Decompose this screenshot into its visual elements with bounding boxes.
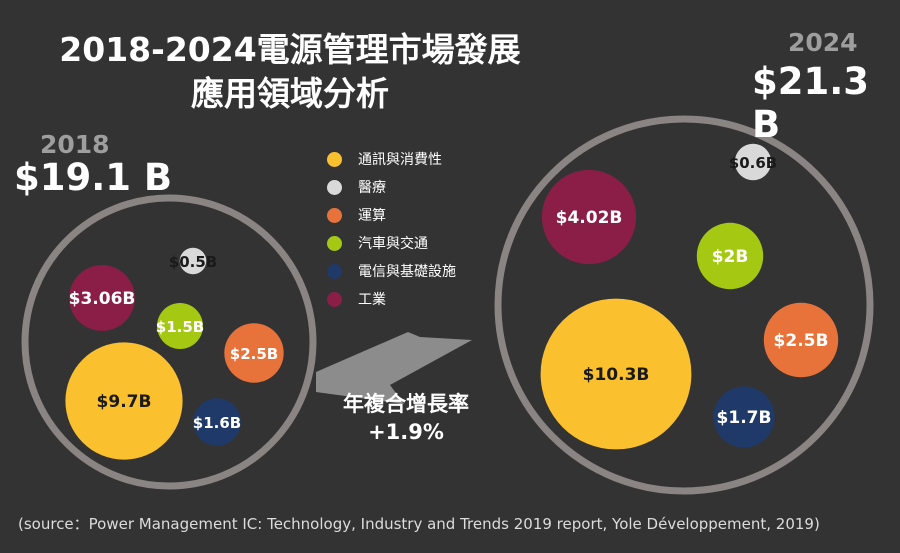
bubbles-2024: $10.3B $0.6B $2.5B $2B $1.7B $4.02B bbox=[540, 143, 839, 450]
total-label-2024: $21.3 B bbox=[752, 60, 870, 146]
bubble-2018-consumer bbox=[65, 342, 183, 460]
title-line-1: 2018-2024電源管理市場發展 bbox=[59, 30, 521, 69]
bubble-label-2018-automotive: $1.5B bbox=[156, 318, 204, 336]
bubble-2024-automotive bbox=[696, 222, 764, 290]
bubble-label-2024-industrial: $4.02B bbox=[556, 208, 623, 228]
bubble-label-2024-telecom: $1.7B bbox=[717, 408, 772, 428]
ring-2018 bbox=[21, 194, 317, 490]
ring-2024 bbox=[494, 115, 874, 495]
bubble-2024-telecom bbox=[713, 386, 775, 448]
bubbles-2018: $9.7B $0.5B $2.5B $1.5B $1.6B $3.06B bbox=[65, 247, 284, 460]
bubble-label-2024-consumer: $10.3B bbox=[583, 365, 650, 385]
legend-dot bbox=[327, 151, 342, 167]
year-label-2018: 2018 bbox=[40, 130, 110, 159]
total-label-2018: $19.1 B bbox=[14, 156, 173, 199]
legend-item: 運算 bbox=[327, 201, 456, 229]
legend-dot bbox=[327, 179, 342, 195]
legend-label: 電信與基礎設施 bbox=[358, 264, 456, 280]
bubble-2024-consumer bbox=[540, 298, 692, 450]
bubble-label-2018-computing: $2.5B bbox=[230, 345, 278, 363]
cagr-value: +1.9% bbox=[368, 420, 444, 444]
legend: 通訊與消費性 醫療 運算 汽車與交通 電信與基礎設施 工業 bbox=[327, 145, 456, 313]
bubble-2024-industrial bbox=[541, 169, 637, 265]
bubble-2018-computing bbox=[224, 323, 284, 383]
legend-item: 工業 bbox=[327, 285, 456, 313]
legend-dot bbox=[327, 207, 342, 223]
legend-label: 醫療 bbox=[358, 180, 386, 196]
bubble-2018-industrial bbox=[69, 265, 135, 331]
legend-label: 工業 bbox=[358, 292, 386, 308]
bubble-label-2024-automotive: $2B bbox=[712, 247, 749, 267]
legend-label: 運算 bbox=[358, 208, 386, 224]
bubble-label-2018-consumer: $9.7B bbox=[97, 392, 152, 412]
source-note: (source：Power Management IC: Technology,… bbox=[18, 515, 820, 533]
legend-label: 通訊與消費性 bbox=[358, 152, 442, 168]
cagr-arrow bbox=[316, 332, 472, 404]
bubble-2018-telecom bbox=[193, 398, 241, 446]
bubble-label-2018-telecom: $1.6B bbox=[193, 414, 241, 432]
year-label-2024: 2024 bbox=[788, 28, 858, 57]
bubble-2024-medical bbox=[734, 143, 772, 181]
legend-dot bbox=[327, 263, 342, 279]
legend-item: 電信與基礎設施 bbox=[327, 257, 456, 285]
legend-label: 汽車與交通 bbox=[358, 236, 428, 252]
bubble-2018-medical bbox=[179, 247, 207, 275]
bubble-label-2024-medical: $0.6B bbox=[729, 154, 777, 172]
legend-dot bbox=[327, 291, 342, 307]
legend-item: 汽車與交通 bbox=[327, 229, 456, 257]
bubble-label-2018-industrial: $3.06B bbox=[69, 289, 136, 309]
title-line-2: 應用領域分析 bbox=[191, 74, 389, 113]
bubble-label-2024-computing: $2.5B bbox=[774, 331, 829, 351]
legend-item: 醫療 bbox=[327, 173, 456, 201]
bubble-2024-computing bbox=[763, 302, 839, 378]
bubble-2018-automotive bbox=[157, 303, 203, 349]
cagr-text: 年複合增長率 bbox=[343, 392, 469, 416]
cagr-label: 年複合增長率 +1.9% bbox=[318, 390, 494, 446]
bubble-label-2018-medical: $0.5B bbox=[169, 253, 217, 271]
legend-item: 通訊與消費性 bbox=[327, 145, 456, 173]
legend-dot bbox=[327, 235, 342, 251]
chart-title: 2018-2024電源管理市場發展 應用領域分析 bbox=[30, 28, 550, 116]
